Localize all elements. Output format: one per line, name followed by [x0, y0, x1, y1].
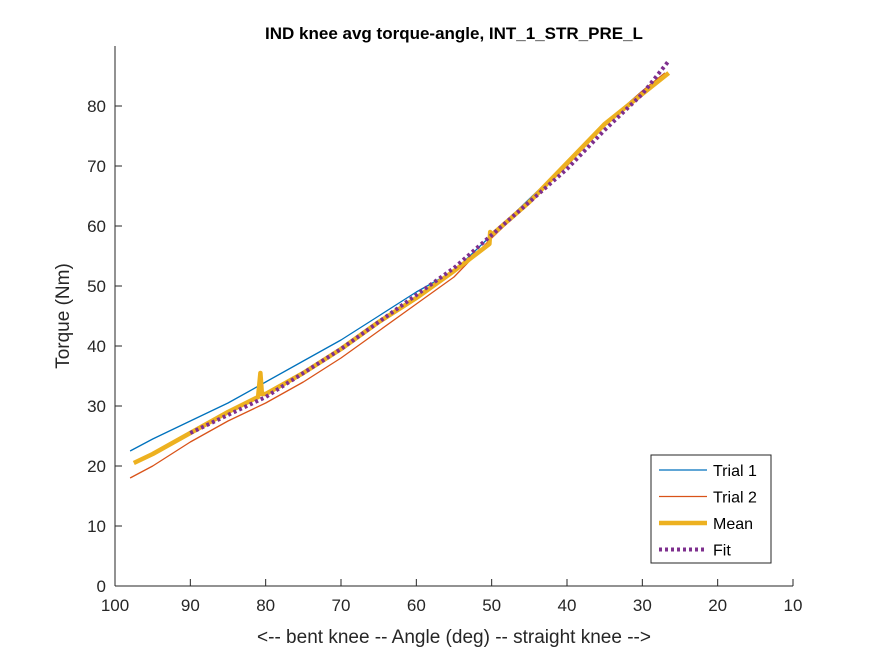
x-tick-label: 90	[181, 596, 200, 615]
series-line-mean	[132, 71, 671, 466]
series-line-fit	[189, 59, 671, 435]
y-tick-label: 0	[97, 577, 106, 596]
axes-layer	[114, 46, 793, 587]
y-tick-label: 60	[87, 217, 106, 236]
y-tick-label: 80	[87, 97, 106, 116]
legend-box	[650, 454, 772, 564]
legend-label-mean: Mean	[713, 516, 753, 533]
x-tick-label: 30	[633, 596, 652, 615]
legend-label-fit: Fit	[713, 543, 731, 560]
x-tick-label: 80	[256, 596, 275, 615]
y-tick-label: 50	[87, 277, 106, 296]
x-tick-label: 100	[101, 596, 129, 615]
x-tick-label: 10	[784, 596, 803, 615]
legend-label-trial-1: Trial 1	[713, 463, 757, 480]
x-axis-label: <-- bent knee -- Angle (deg) -- straight…	[257, 627, 651, 648]
y-tick-label: 70	[87, 157, 106, 176]
x-tick-label: 70	[332, 596, 351, 615]
y-axis-label: Torque (Nm)	[53, 263, 74, 369]
y-tick-label: 40	[87, 337, 106, 356]
series-layer	[129, 59, 671, 479]
legend-label-trial-2: Trial 2	[713, 490, 757, 507]
x-tick-label: 50	[482, 596, 501, 615]
chart-title: IND knee avg torque-angle, INT_1_STR_PRE…	[265, 24, 643, 43]
y-tick-label: 30	[87, 397, 106, 416]
x-tick-label: 60	[407, 596, 426, 615]
x-tick-label: 40	[558, 596, 577, 615]
x-tick-label: 20	[708, 596, 727, 615]
y-tick-label: 10	[87, 517, 106, 536]
y-tick-label: 20	[87, 457, 106, 476]
legend: Trial 1 Trial 2 Mean Fit	[650, 454, 772, 564]
legend-items: Trial 1 Trial 2 Mean Fit	[659, 463, 757, 560]
